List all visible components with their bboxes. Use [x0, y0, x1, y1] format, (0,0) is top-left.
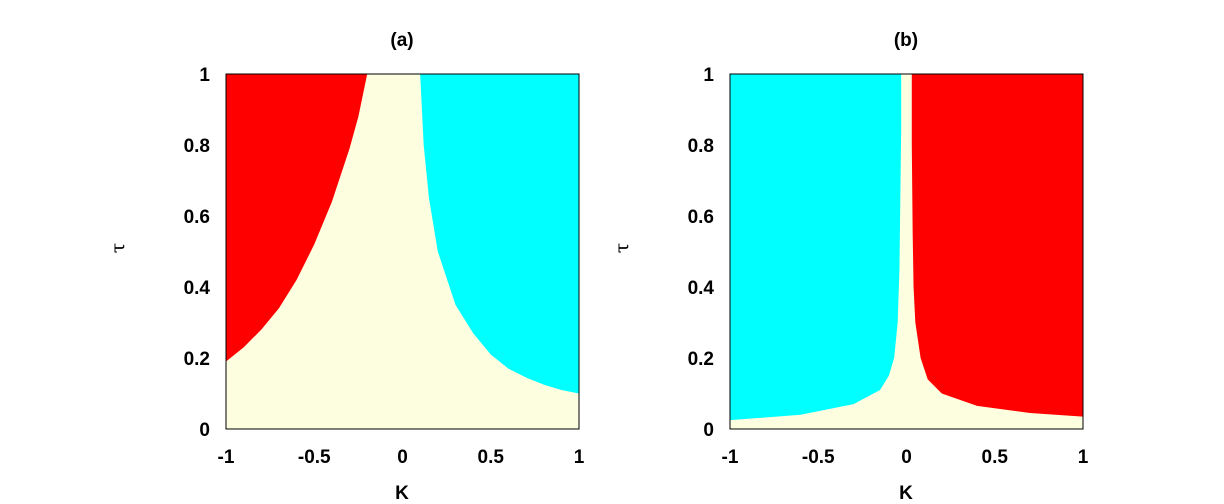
- x-tick-label: 0: [397, 447, 408, 468]
- x-tick-label: 0: [901, 447, 912, 468]
- panel-a-x-axis-label: K: [395, 483, 409, 504]
- panel-b-title: (b): [894, 30, 918, 51]
- x-tick-label: 0.5: [982, 447, 1009, 468]
- plot-frame: [729, 73, 1084, 430]
- panel-a-y-tick-labels: 0 0.2 0.4 0.6 0.8 1: [184, 65, 211, 441]
- panel-b-y-axis-label: τ: [611, 243, 633, 254]
- x-tick-label: -1: [722, 447, 739, 468]
- y-tick-label: 0: [199, 420, 210, 441]
- panel-b-x-axis-label: K: [899, 483, 913, 504]
- region-cyan-left: [730, 74, 902, 421]
- y-tick-label: 0.2: [184, 349, 210, 370]
- region-cyan-right: [420, 74, 579, 394]
- y-tick-label: 0.2: [688, 349, 714, 370]
- x-tick-label: -0.5: [802, 447, 835, 468]
- y-tick-label: 1: [199, 65, 210, 86]
- x-tick-label: 0.5: [478, 447, 505, 468]
- y-tick-label: 1: [703, 65, 714, 86]
- panel-b: (b) 0 0.2 0.4 0.6 0.8 1 -1 -0.5 0 0.5 1 τ K: [611, 30, 1089, 504]
- region-red-left: [226, 74, 368, 362]
- y-tick-label: 0.8: [184, 136, 210, 157]
- plot-frame: [225, 73, 580, 430]
- region-red-right: [911, 74, 1083, 417]
- panel-a-title: (a): [390, 30, 413, 51]
- panel-a-plot-area: [225, 73, 580, 430]
- panel-b-y-tick-labels: 0 0.2 0.4 0.6 0.8 1: [688, 65, 715, 441]
- panel-a-y-axis-label: τ: [107, 243, 129, 254]
- y-tick-label: 0.4: [184, 278, 211, 299]
- x-tick-label: -1: [218, 447, 235, 468]
- y-tick-label: 0.8: [688, 136, 714, 157]
- y-tick-label: 0.6: [184, 207, 210, 228]
- panel-a-x-tick-labels: -1 -0.5 0 0.5 1: [218, 447, 585, 468]
- x-tick-label: 1: [574, 447, 585, 468]
- panel-b-x-tick-labels: -1 -0.5 0 0.5 1: [722, 447, 1089, 468]
- x-tick-label: -0.5: [298, 447, 331, 468]
- x-tick-label: 1: [1078, 447, 1089, 468]
- y-tick-label: 0.4: [688, 278, 715, 299]
- y-tick-label: 0.6: [688, 207, 714, 228]
- y-tick-label: 0: [703, 420, 714, 441]
- panel-a: (a) 0 0.2 0.4 0.6 0.8 1 -1 -0.5 0 0.5 1 τ K: [107, 30, 585, 504]
- panel-b-plot-area: [729, 73, 1084, 430]
